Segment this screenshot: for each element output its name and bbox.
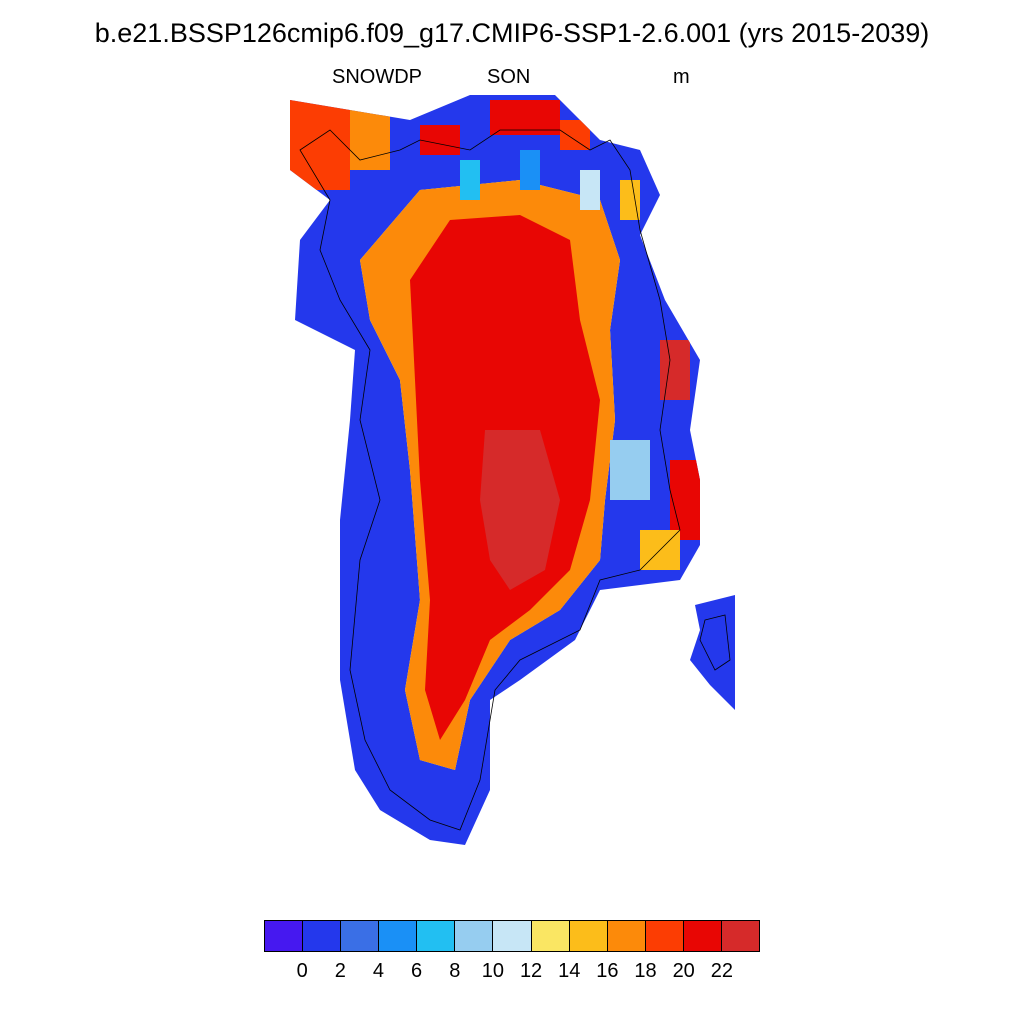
east-coast-cells xyxy=(610,340,700,570)
colorbar-swatch xyxy=(341,921,380,951)
colorbar-tick-label: 16 xyxy=(596,960,619,982)
units-label: m xyxy=(673,66,690,88)
variable-label: SNOWDP xyxy=(332,66,422,88)
colorbar-swatch xyxy=(569,921,608,951)
colorbar-swatch xyxy=(607,921,646,951)
north-coast-cells xyxy=(290,100,640,220)
colorbar-tick-label: 0 xyxy=(296,960,308,982)
colorbar-tick-label: 18 xyxy=(634,960,657,982)
colorbar-tick-label: 8 xyxy=(449,960,461,982)
colorbar-tick-label: 22 xyxy=(710,960,733,982)
colorbar-tick-label: 6 xyxy=(411,960,423,982)
coastline xyxy=(299,129,681,831)
colorbar-swatch xyxy=(379,921,418,951)
colorbar-swatch xyxy=(303,921,342,951)
colorbar-swatch xyxy=(455,921,494,951)
season-label: SON xyxy=(487,66,531,88)
colorbar xyxy=(264,920,760,952)
colorbar-tick-label: 2 xyxy=(334,960,346,982)
colorbar-swatch xyxy=(721,921,760,951)
colorbar-swatch xyxy=(683,921,722,951)
colorbar-swatch xyxy=(645,921,684,951)
colorbar-tick-label: 10 xyxy=(481,960,505,982)
colorbar-tick-label: 14 xyxy=(558,960,581,982)
colorbar-tick-label: 12 xyxy=(519,960,543,982)
colorbar-tick-label: 20 xyxy=(672,960,695,982)
island-cell-group xyxy=(690,595,735,710)
plot-title: b.e21.BSSP126cmip6.f09_g17.CMIP6-SSP1-2.… xyxy=(94,18,930,48)
colorbar-swatch xyxy=(265,921,304,951)
colorbar-swatch xyxy=(531,921,570,951)
colorbar-swatch xyxy=(493,921,532,951)
colorbar-swatch xyxy=(417,921,456,951)
colorbar-tick-label: 4 xyxy=(372,960,385,982)
island-coastline xyxy=(699,614,731,671)
